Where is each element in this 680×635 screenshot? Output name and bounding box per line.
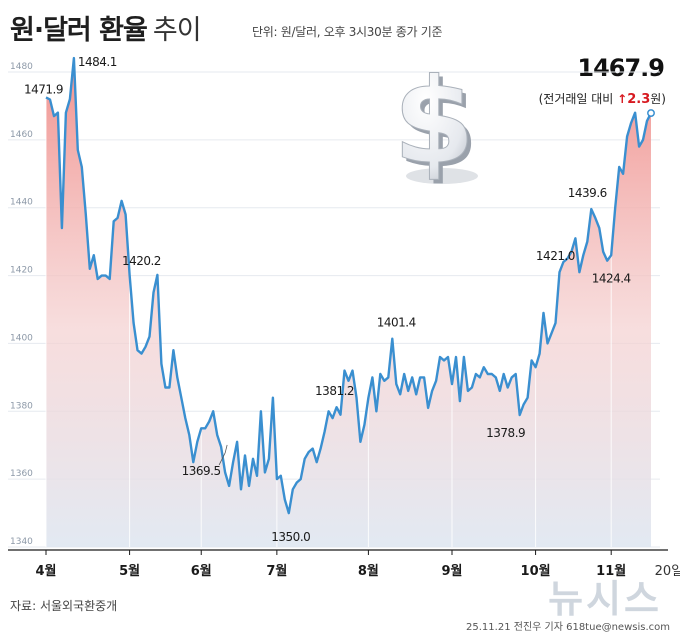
- y-tick-label: 1420: [10, 266, 33, 276]
- series-path: [45, 56, 653, 515]
- data-labels: 1471.9 1484.1 1420.2 1369.5 1350.0 1381.2 1401…: [24, 55, 631, 544]
- x-tick-label: 10월: [521, 563, 551, 579]
- title-main: 원·달러 환율: [10, 15, 148, 46]
- watermark-logo: 뉴시스: [548, 577, 662, 621]
- data-label: 1378.9: [486, 426, 525, 440]
- data-label: 1484.1: [78, 55, 117, 69]
- y-tick-label: 1460: [10, 130, 33, 140]
- svg-text:$: $: [397, 56, 479, 194]
- annotation-guides: [45, 97, 612, 547]
- x-tick-label: 5월: [119, 563, 140, 579]
- x-tick-label: 11월: [596, 563, 626, 579]
- end-point-marker: [647, 109, 655, 118]
- x-tick-label: 9월: [441, 563, 462, 579]
- data-label: 1350.0: [271, 530, 310, 544]
- source-note: 자료: 서울외국환중개: [10, 599, 118, 613]
- data-label: 1401.4: [377, 316, 416, 330]
- y-tick-label: 1360: [10, 469, 33, 479]
- x-tick-label: 7월: [266, 563, 287, 579]
- chart-title: 원·달러 환율 추이: [10, 8, 202, 47]
- series-line: [45, 56, 655, 515]
- change-box: (전거래일 대비 ↑2.3원): [539, 90, 666, 107]
- current-value: 1467.9: [577, 54, 665, 82]
- y-tick-label: 1400: [10, 333, 33, 343]
- y-tick-label: 1340: [10, 537, 33, 547]
- x-axis-ticks: 4월 5월 6월 7월 8월 9월 10월 11월 20일: [8, 549, 680, 579]
- data-label: 1369.5: [182, 464, 221, 478]
- label-leader: [218, 444, 228, 466]
- change-prefix: (전거래일 대비: [538, 92, 614, 106]
- change-suffix: 원): [650, 92, 666, 106]
- svg-text:$: $: [393, 52, 475, 190]
- data-label: 1471.9: [24, 82, 63, 96]
- change-value: 2.3: [627, 92, 651, 107]
- credit-note: 25.11.21 전진우 기자 618tue@newsis.com: [466, 622, 670, 633]
- area-shape: [46, 58, 651, 547]
- data-label: 1424.4: [592, 272, 631, 286]
- y-tick-label: 1480: [10, 62, 33, 72]
- x-tick-label: 6월: [191, 563, 212, 579]
- x-tick-label: 8월: [358, 563, 379, 579]
- y-axis-ticks: 1340 1360 1380 1400 1420 1440 1460 1480: [10, 62, 33, 547]
- area-fill: [46, 58, 651, 547]
- y-tick-label: 1380: [10, 401, 33, 411]
- up-arrow-icon: ↑: [617, 92, 628, 106]
- data-label: 1421.0: [536, 249, 575, 263]
- data-label: 1439.6: [568, 186, 607, 200]
- data-label: 1420.2: [122, 254, 161, 268]
- title-suffix: 추이: [152, 15, 202, 46]
- dollar-sign-icon: $ $: [392, 52, 479, 195]
- x-tick-label: 4월: [35, 563, 56, 579]
- unit-note: 단위: 원/달러, 오후 3시30분 종가 기준: [252, 25, 443, 39]
- data-label: 1381.2: [315, 384, 354, 398]
- y-tick-label: 1440: [10, 198, 33, 208]
- x-tick-label-end: 20일: [655, 564, 680, 579]
